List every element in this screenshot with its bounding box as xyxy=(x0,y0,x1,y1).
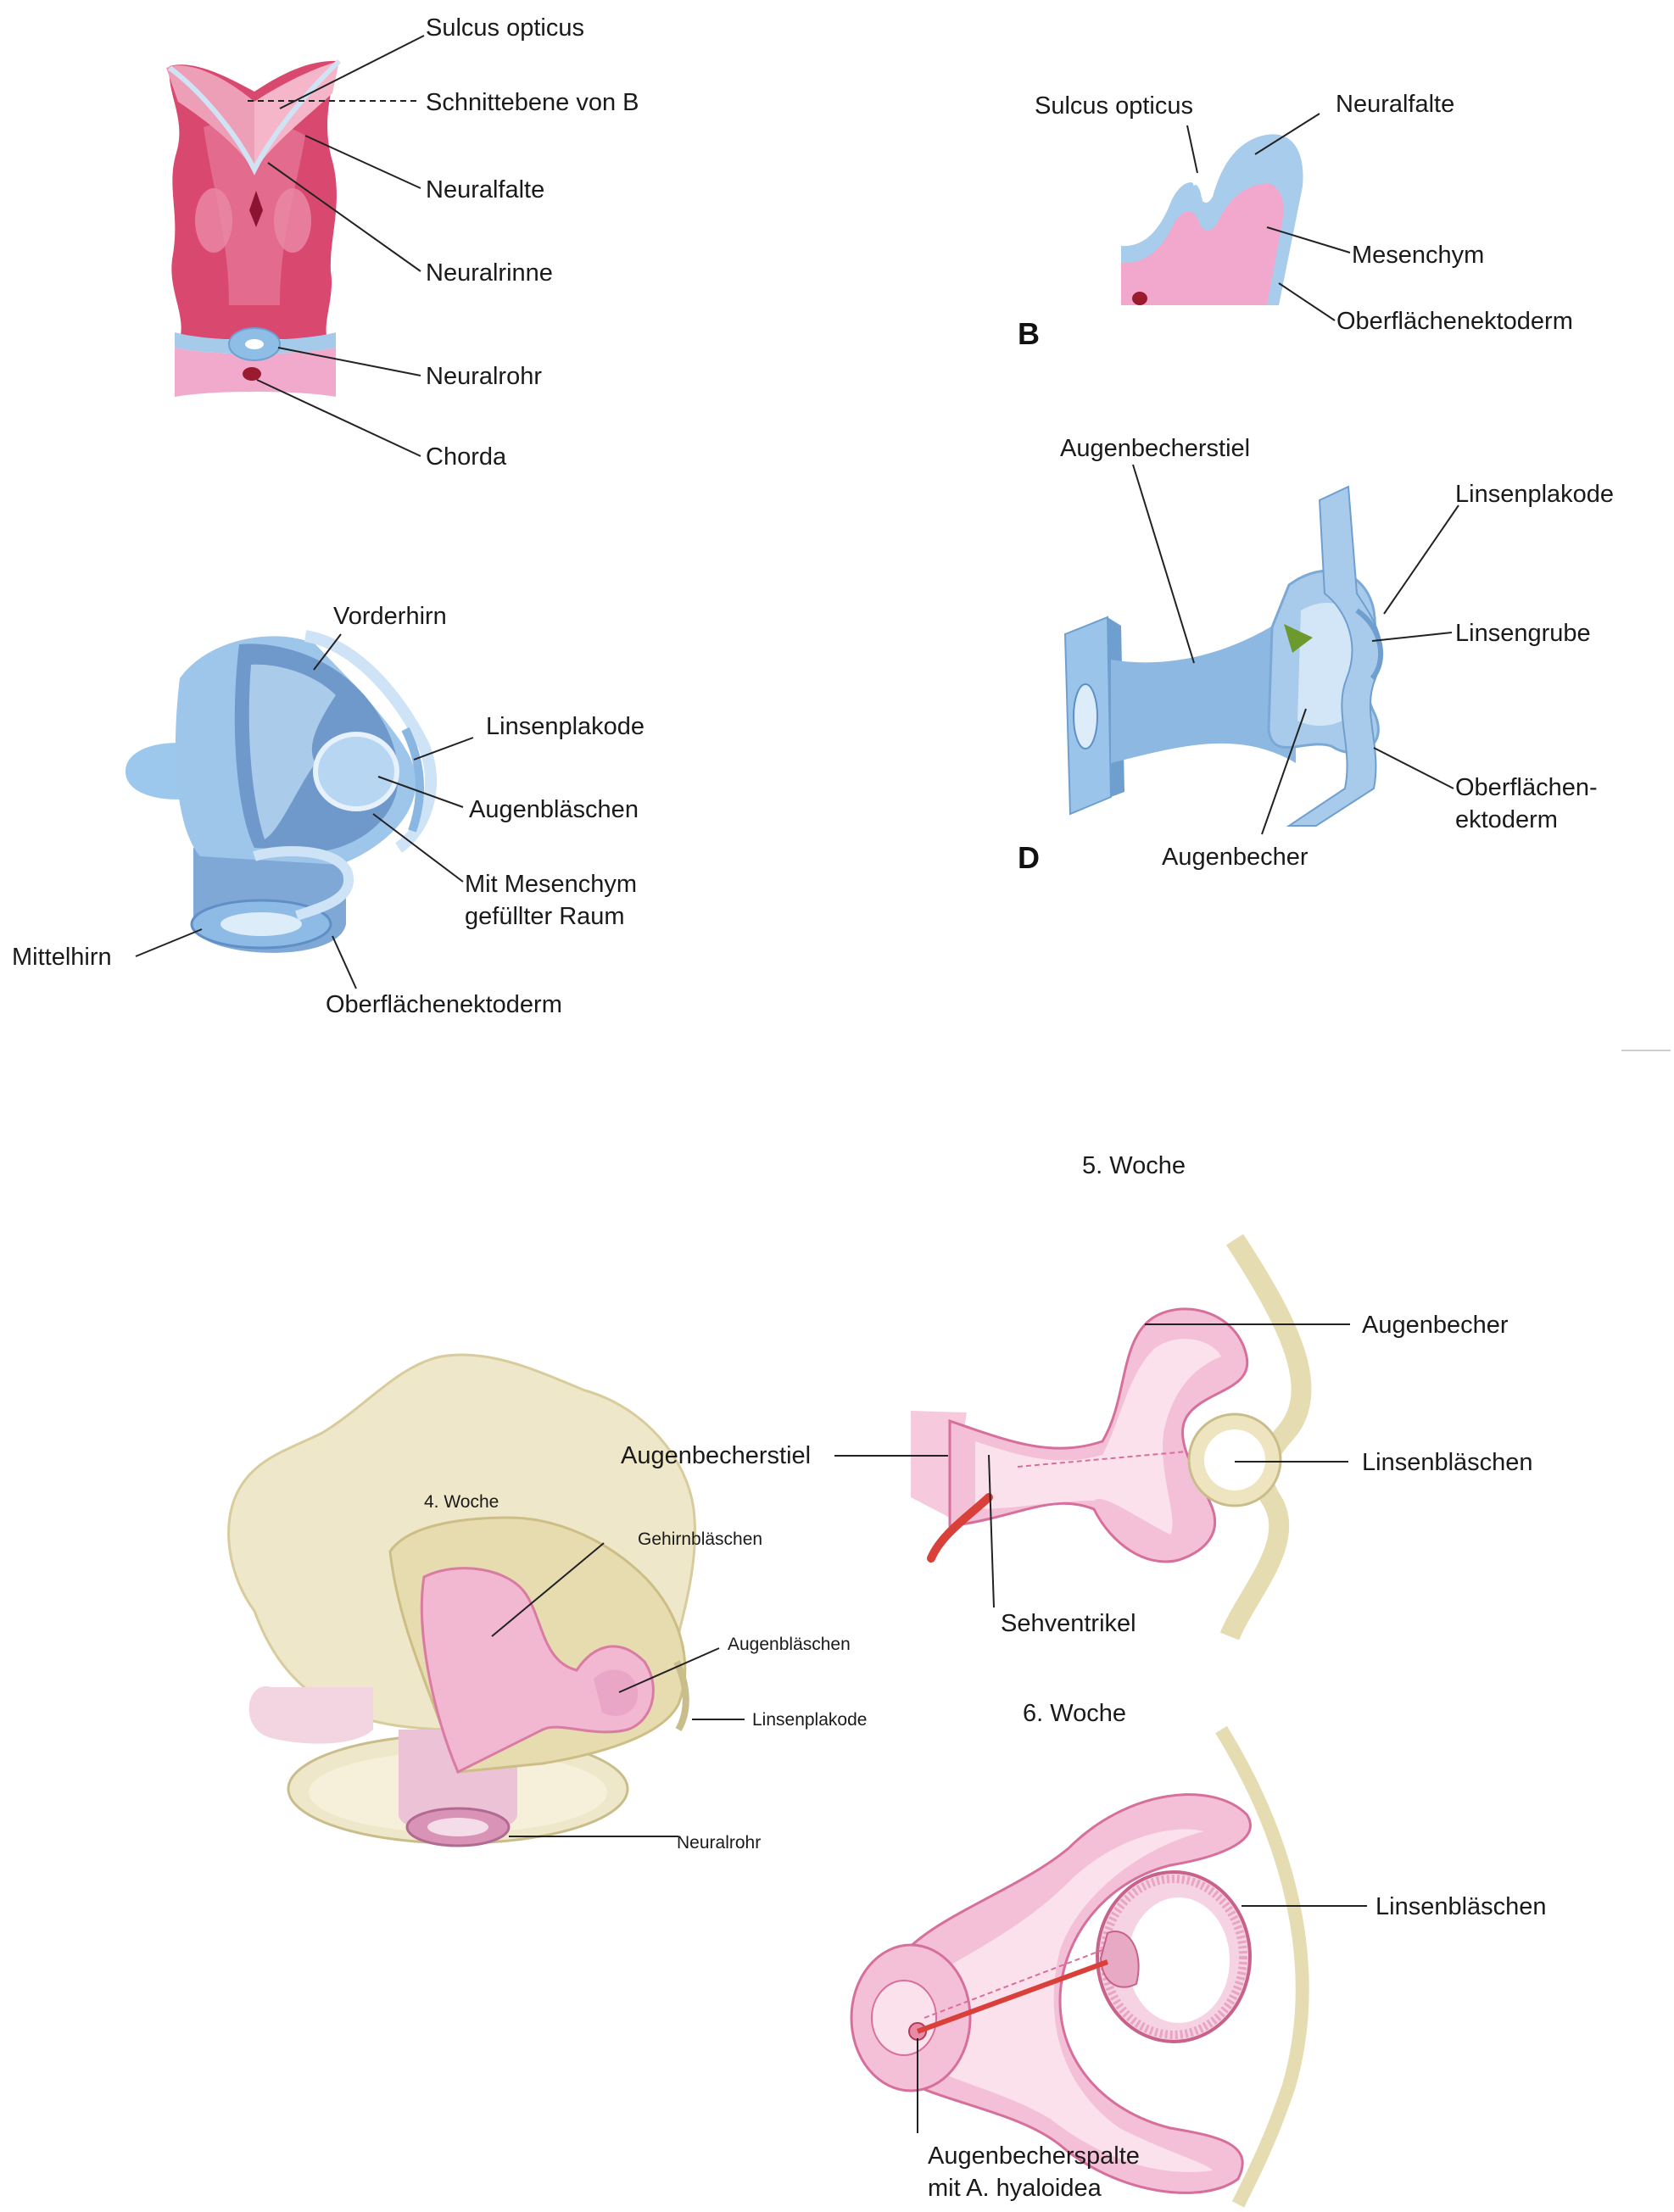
optic-cup-inner xyxy=(1297,603,1356,726)
label-augenbecher-d: Augenbecher xyxy=(1162,844,1309,871)
chorda-dot xyxy=(243,367,261,381)
label-sulcus-opticus-a: Sulcus opticus xyxy=(426,14,584,42)
vessel-dashed-w5 xyxy=(1017,1451,1188,1468)
title-woche6: 6. Woche xyxy=(1023,1700,1126,1727)
mesenchyme-b xyxy=(1121,183,1284,305)
label-mesenchym-raum-1: Mit Mesenchym xyxy=(465,871,637,898)
side-bulge-pink xyxy=(248,1685,373,1744)
lens-lumen-w6 xyxy=(1128,1897,1230,2023)
midbrain-lumen xyxy=(220,912,302,936)
neuralrohr-lumen xyxy=(427,1818,488,1836)
forebrain-ventricle xyxy=(248,664,336,839)
ectoderm-curve-w6 xyxy=(1215,1725,1309,2208)
ectoderm-shell-c xyxy=(304,630,437,853)
chorda-dot-b xyxy=(1132,292,1147,305)
lens-placode-c xyxy=(401,727,425,833)
label-oberflaechenektoderm-b: Oberflächenektoderm xyxy=(1336,308,1573,335)
panel-woche4-drawing xyxy=(227,1353,745,1847)
label-neuralrohr-a: Neuralrohr xyxy=(426,363,542,390)
label-oberflaechenektoderm-c: Oberflächenektoderm xyxy=(326,991,562,1018)
neural-groove-slit xyxy=(249,191,263,227)
label-linsengrube: Linsengrube xyxy=(1455,620,1591,647)
label-neuralrinne: Neuralrinne xyxy=(426,259,553,287)
hyaloid-dashed-w6 xyxy=(923,1949,1103,2019)
optic-cup-inner-w6 xyxy=(933,1829,1213,2172)
label-neuralfalte-b: Neuralfalte xyxy=(1336,91,1454,118)
label-vorderhirn: Vorderhirn xyxy=(333,603,447,630)
panel-c-forebrain-drawing xyxy=(125,630,474,989)
neural-fold-left xyxy=(166,65,254,171)
lens-fibers-w6 xyxy=(1099,1931,1140,1988)
label-neuralrohr-w4: Neuralrohr xyxy=(677,1833,761,1853)
label-linsenplakode-d: Linsenplakode xyxy=(1455,481,1614,508)
panel-woche5-drawing xyxy=(834,1234,1350,1641)
panel-woche6-drawing xyxy=(850,1725,1367,2208)
title-woche5: 5. Woche xyxy=(1082,1152,1186,1179)
label-augenblaeschen-w4: Augenbläschen xyxy=(728,1635,851,1654)
optic-vesicle-c xyxy=(313,732,399,811)
label-augenbecherstiel-d: Augenbecherstiel xyxy=(1060,435,1250,462)
embryo-somite-right xyxy=(274,188,311,253)
label-mesenchym-raum-2: gefüllter Raum xyxy=(465,903,625,930)
label-neuralfalte-a: Neuralfalte xyxy=(426,176,544,203)
optic-cup-inner-w5 xyxy=(975,1339,1221,1535)
label-linsenblaeschen-w6: Linsenbläschen xyxy=(1375,1893,1547,1920)
label-augenbecherstiel-w5: Augenbecherstiel xyxy=(621,1442,811,1469)
label-mesenchym-b: Mesenchym xyxy=(1352,242,1484,269)
panel-letter-d: D xyxy=(1018,840,1040,875)
label-oberflaechen-2: ektoderm xyxy=(1455,806,1558,833)
label-linsenplakode-w4: Linsenplakode xyxy=(752,1710,867,1730)
label-linsenplakode-c: Linsenplakode xyxy=(486,713,644,740)
embryo-somite-left xyxy=(195,188,232,253)
panel-d-optic-cup-drawing xyxy=(1063,464,1459,835)
pointer-triangle xyxy=(1284,624,1313,653)
panel-b-section-drawing xyxy=(1121,113,1351,321)
label-sulcus-opticus-b: Sulcus opticus xyxy=(1035,92,1193,120)
label-sehventrikel: Sehventrikel xyxy=(1001,1610,1136,1637)
stalk-base-opening xyxy=(1073,683,1098,749)
label-augenbecherspalte-1: Augenbecherspalte xyxy=(928,2142,1140,2170)
label-augenbecherspalte-2: mit A. hyaloidea xyxy=(928,2175,1102,2202)
lens-epithelium-w6 xyxy=(1100,1875,1247,2039)
label-schnittebene: Schnittebene von B xyxy=(426,89,639,116)
panel-a-embryo-drawing xyxy=(166,35,425,457)
optic-cup-w6 xyxy=(897,1793,1252,2194)
label-mittelhirn: Mittelhirn xyxy=(12,944,112,971)
hyaloid-artery-w6 xyxy=(916,1959,1109,2034)
linsenplakode-edge xyxy=(673,1660,689,1732)
panel-letter-b: B xyxy=(1018,316,1040,351)
label-oberflaechen-1: Oberflächen- xyxy=(1455,774,1598,801)
surface-ectoderm-wrap xyxy=(253,846,354,921)
lens-vesicle-lumen-w5 xyxy=(1204,1429,1265,1490)
label-augenbecher-w5: Augenbecher xyxy=(1362,1312,1509,1339)
sulcus-groove-b xyxy=(1191,165,1210,203)
label-gehirnblaeschen: Gehirnbläschen xyxy=(638,1529,762,1549)
lens-pit-d xyxy=(1355,608,1384,681)
optic-stalk xyxy=(1111,610,1296,763)
neural-tube-lumen xyxy=(245,339,264,349)
hyaloid-vessel-w5 xyxy=(927,1493,993,1563)
label-augenblaeschen-c: Augenbläschen xyxy=(469,796,639,823)
augenblaeschen-inner xyxy=(594,1669,639,1716)
title-woche4: 4. Woche xyxy=(424,1492,499,1512)
neural-fold-edge xyxy=(168,59,342,176)
label-chorda: Chorda xyxy=(426,443,507,471)
label-linsenblaeschen-w5: Linsenbläschen xyxy=(1362,1449,1533,1476)
